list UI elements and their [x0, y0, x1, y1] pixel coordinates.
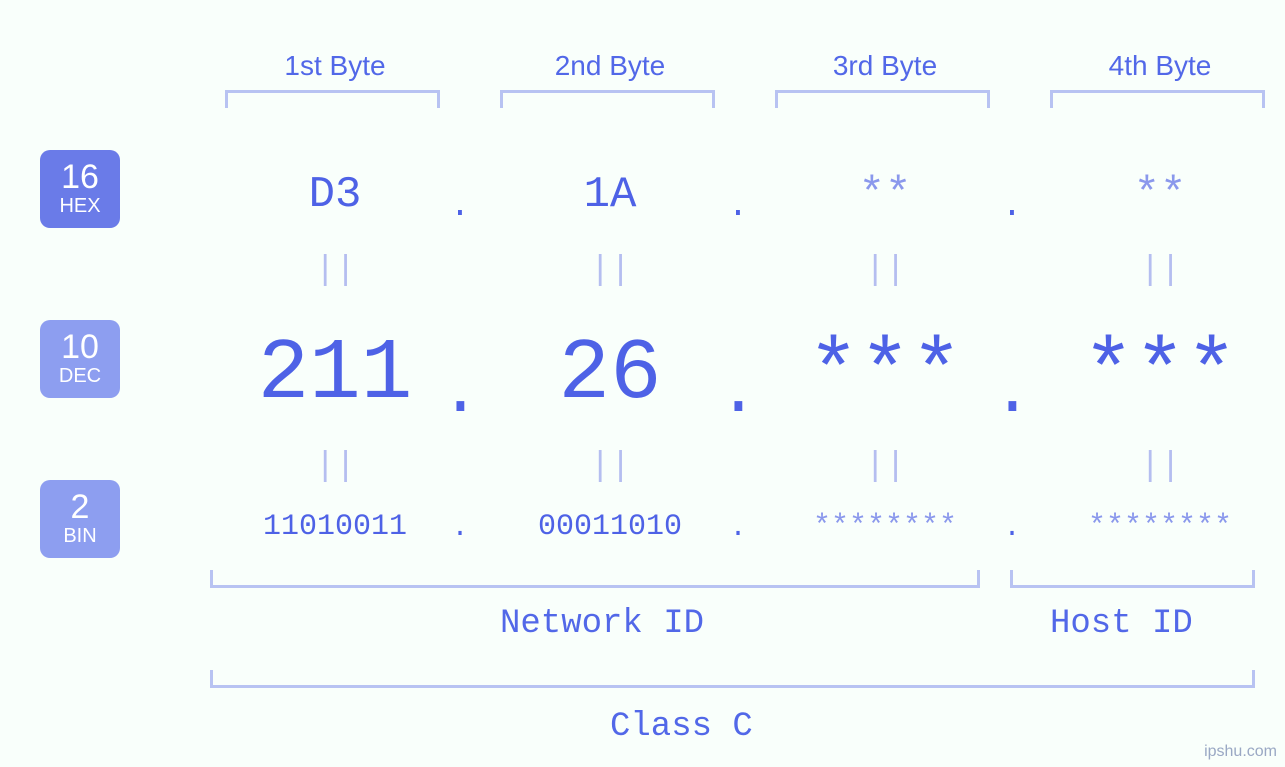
badge-dec-num: 10	[61, 330, 99, 364]
dec-byte-2: 26	[485, 325, 735, 423]
bracket-host	[1010, 570, 1255, 588]
hex-byte-2: 1A	[485, 170, 735, 220]
bin-dot-2: .	[718, 513, 758, 544]
dec-byte-1: 211	[210, 325, 460, 423]
eq-bot-4: ||	[1140, 448, 1180, 486]
bin-byte-2: 00011010	[465, 510, 755, 544]
bracket-network	[210, 570, 980, 588]
eq-bot-1: ||	[315, 448, 355, 486]
badge-dec-label: DEC	[59, 364, 101, 388]
hex-byte-4: **	[1035, 170, 1285, 220]
byte-header-1: 1st Byte	[210, 50, 460, 82]
badge-dec: 10 DEC	[40, 320, 120, 398]
badge-hex-num: 16	[61, 160, 99, 194]
eq-top-2: ||	[590, 252, 630, 290]
hex-dot-1: .	[440, 188, 480, 226]
hex-dot-3: .	[992, 188, 1032, 226]
top-bracket-2	[500, 90, 715, 108]
top-bracket-1	[225, 90, 440, 108]
dec-dot-2: .	[718, 355, 758, 432]
byte-header-4: 4th Byte	[1035, 50, 1285, 82]
label-host: Host ID	[1050, 605, 1193, 643]
hex-dot-2: .	[718, 188, 758, 226]
dec-dot-1: .	[440, 355, 480, 432]
label-class: Class C	[610, 708, 753, 746]
badge-bin-num: 2	[71, 490, 90, 524]
eq-bot-2: ||	[590, 448, 630, 486]
badge-hex-label: HEX	[59, 194, 100, 218]
label-network: Network ID	[500, 605, 704, 643]
top-bracket-3	[775, 90, 990, 108]
eq-bot-3: ||	[865, 448, 905, 486]
dec-dot-3: .	[992, 355, 1032, 432]
badge-bin-label: BIN	[63, 524, 96, 548]
byte-header-3: 3rd Byte	[760, 50, 1010, 82]
bin-byte-3: ********	[740, 510, 1030, 544]
badge-bin: 2 BIN	[40, 480, 120, 558]
watermark: ipshu.com	[1204, 743, 1277, 761]
bin-byte-1: 11010011	[190, 510, 480, 544]
eq-top-3: ||	[865, 252, 905, 290]
bin-dot-1: .	[440, 513, 480, 544]
hex-byte-3: **	[760, 170, 1010, 220]
bin-dot-3: .	[992, 513, 1032, 544]
eq-top-1: ||	[315, 252, 355, 290]
bracket-class	[210, 670, 1255, 688]
dec-byte-3: ***	[760, 325, 1010, 423]
top-bracket-4	[1050, 90, 1265, 108]
eq-top-4: ||	[1140, 252, 1180, 290]
byte-header-2: 2nd Byte	[485, 50, 735, 82]
dec-byte-4: ***	[1035, 325, 1285, 423]
bin-byte-4: ********	[1015, 510, 1285, 544]
hex-byte-1: D3	[210, 170, 460, 220]
badge-hex: 16 HEX	[40, 150, 120, 228]
